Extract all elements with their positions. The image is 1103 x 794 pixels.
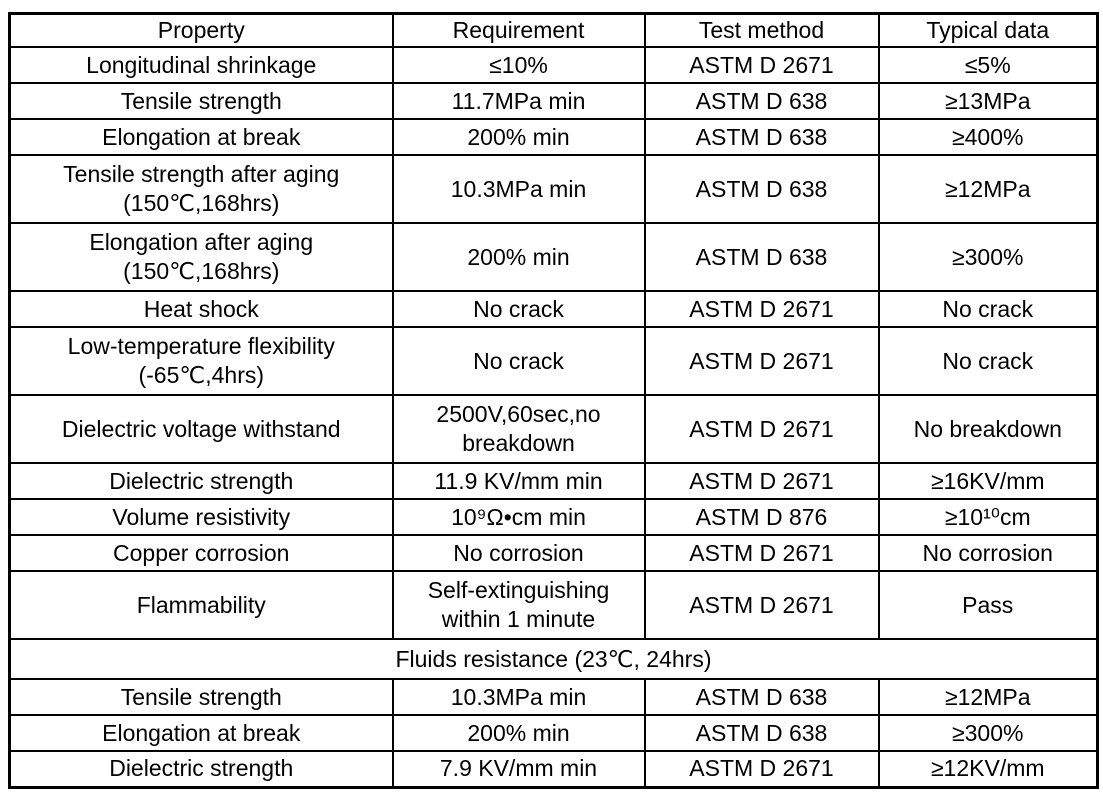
test-method-cell: ASTM D 2671 (643, 750, 880, 789)
typical-data-cell: Pass (877, 570, 1099, 641)
test-method-cell: ASTM D 2671 (643, 46, 880, 85)
test-method-cell: ASTM D 2671 (643, 534, 880, 573)
test-method-cell: ASTM D 876 (643, 498, 880, 537)
test-method-cell: ASTM D 638 (643, 678, 880, 717)
table-row: Volume resistivity 10⁹Ω•cm min ASTM D 876 ≥… (8, 498, 1099, 537)
table-row: Copper corrosion No corrosion ASTM D 2671 N… (8, 534, 1099, 573)
test-method-cell: ASTM D 638 (643, 154, 880, 225)
property-cell: Tensile strength (8, 678, 394, 717)
section-header-row: Fluids resistance (23℃, 24hrs) (8, 638, 1099, 681)
table-row: Tensile strength 10.3MPa min ASTM D 638 ≥12… (8, 678, 1099, 717)
typical-data-cell: No crack (877, 290, 1099, 329)
typical-data-cell: No crack (877, 326, 1099, 397)
column-header-requirement: Requirement (391, 12, 646, 49)
table-row: Dielectric strength 11.9 KV/mm min ASTM D … (8, 462, 1099, 501)
table-row: Dielectric voltage withstand 2500V,60sec,… (8, 394, 1099, 465)
table-row: Flammability Self-extinguishing within 1 … (8, 570, 1099, 641)
requirement-cell: 2500V,60sec,no breakdown (391, 394, 646, 465)
table-row: Heat shock No crack ASTM D 2671 No crack (8, 290, 1099, 329)
table-row: Longitudinal shrinkage ≤10% ASTM D 2671 ≤5… (8, 46, 1099, 85)
requirement-cell: 10.3MPa min (391, 678, 646, 717)
property-cell: Elongation after aging (150℃,168hrs) (8, 222, 394, 293)
typical-data-cell: No breakdown (877, 394, 1099, 465)
property-cell: Dielectric strength (8, 462, 394, 501)
typical-data-cell: ≥12MPa (877, 154, 1099, 225)
property-cell: Volume resistivity (8, 498, 394, 537)
property-cell: Elongation at break (8, 714, 394, 753)
typical-data-cell: ≥300% (877, 222, 1099, 293)
typical-data-cell: ≥12KV/mm (877, 750, 1099, 789)
requirement-cell: Self-extinguishing within 1 minute (391, 570, 646, 641)
test-method-cell: ASTM D 2671 (643, 394, 880, 465)
test-method-cell: ASTM D 2671 (643, 290, 880, 329)
test-method-cell: ASTM D 2671 (643, 462, 880, 501)
typical-data-cell: ≤5% (877, 46, 1099, 85)
test-method-cell: ASTM D 638 (643, 82, 880, 121)
typical-data-cell: ≥12MPa (877, 678, 1099, 717)
typical-data-cell: ≥13MPa (877, 82, 1099, 121)
typical-data-cell: ≥300% (877, 714, 1099, 753)
section-header: Fluids resistance (23℃, 24hrs) (8, 638, 1099, 681)
spec-table-header: Property Requirement Test method Typical da… (8, 12, 1099, 49)
table-row: Tensile strength 11.7MPa min ASTM D 638 ≥13… (8, 82, 1099, 121)
spec-table: Property Requirement Test method Typical da… (8, 12, 1099, 789)
requirement-cell: 11.7MPa min (391, 82, 646, 121)
test-method-cell: ASTM D 638 (643, 118, 880, 157)
property-cell: Elongation at break (8, 118, 394, 157)
typical-data-cell: ≥10¹⁰cm (877, 498, 1099, 537)
test-method-cell: ASTM D 2671 (643, 570, 880, 641)
property-cell: Dielectric strength (8, 750, 394, 789)
requirement-cell: 10.3MPa min (391, 154, 646, 225)
column-header-test-method: Test method (643, 12, 880, 49)
requirement-cell: 200% min (391, 118, 646, 157)
requirement-cell: 10⁹Ω•cm min (391, 498, 646, 537)
table-row: Elongation at break 200% min ASTM D 638 ≥40… (8, 118, 1099, 157)
typical-data-cell: ≥400% (877, 118, 1099, 157)
spec-table-body: Longitudinal shrinkage ≤10% ASTM D 2671 ≤5… (8, 46, 1099, 789)
column-header-typical-data: Typical data (877, 12, 1099, 49)
column-header-property: Property (8, 12, 394, 49)
requirement-cell: 11.9 KV/mm min (391, 462, 646, 501)
property-cell: Dielectric voltage withstand (8, 394, 394, 465)
test-method-cell: ASTM D 638 (643, 222, 880, 293)
test-method-cell: ASTM D 638 (643, 714, 880, 753)
property-cell: Heat shock (8, 290, 394, 329)
requirement-cell: No crack (391, 290, 646, 329)
test-method-cell: ASTM D 2671 (643, 326, 880, 397)
property-cell: Copper corrosion (8, 534, 394, 573)
property-cell: Tensile strength (8, 82, 394, 121)
table-row: Elongation at break 200% min ASTM D 638 ≥30… (8, 714, 1099, 753)
typical-data-cell: ≥16KV/mm (877, 462, 1099, 501)
table-row: Dielectric strength 7.9 KV/mm min ASTM D 2… (8, 750, 1099, 789)
requirement-cell: 200% min (391, 222, 646, 293)
header-row: Property Requirement Test method Typical da… (8, 12, 1099, 49)
requirement-cell: 200% min (391, 714, 646, 753)
requirement-cell: ≤10% (391, 46, 646, 85)
typical-data-cell: No corrosion (877, 534, 1099, 573)
property-cell: Longitudinal shrinkage (8, 46, 394, 85)
property-cell: Low-temperature flexibility (-65℃,4hrs) (8, 326, 394, 397)
table-row: Low-temperature flexibility (-65℃,4hrs) N… (8, 326, 1099, 397)
table-row: Tensile strength after aging (150℃,168hr… (8, 154, 1099, 225)
property-cell: Flammability (8, 570, 394, 641)
property-cell: Tensile strength after aging (150℃,168hr… (8, 154, 394, 225)
requirement-cell: No crack (391, 326, 646, 397)
table-row: Elongation after aging (150℃,168hrs) 200%… (8, 222, 1099, 293)
requirement-cell: No corrosion (391, 534, 646, 573)
requirement-cell: 7.9 KV/mm min (391, 750, 646, 789)
